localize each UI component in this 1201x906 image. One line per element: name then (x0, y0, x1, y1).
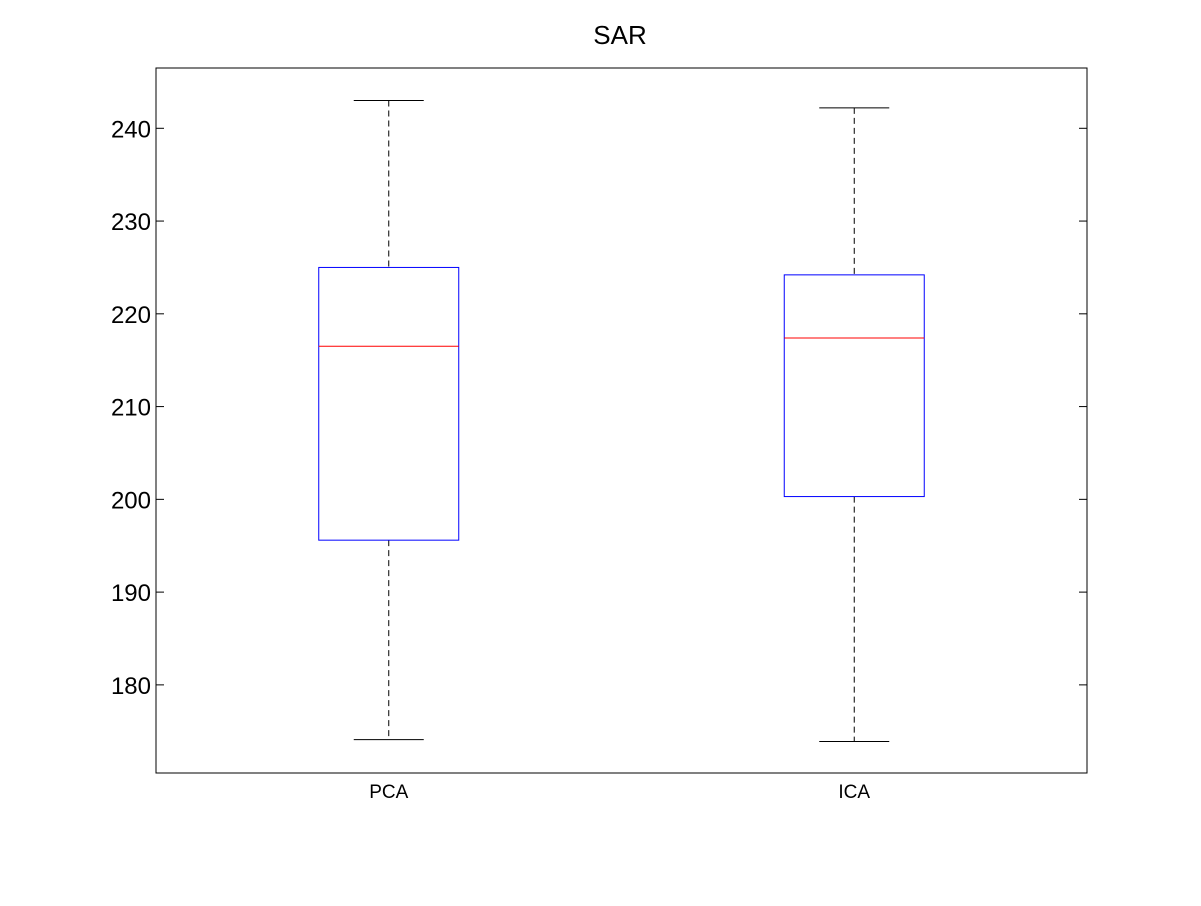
y-tick-label: 200 (111, 487, 151, 514)
y-tick-label: 220 (111, 302, 151, 329)
y-axis: 180 190 200 210 220 230 240 (111, 116, 1087, 700)
boxes-layer (318, 99, 925, 742)
box-pca (318, 99, 460, 741)
box-ica (783, 107, 925, 742)
y-tick-label: 180 (111, 673, 151, 700)
x-axis: PCA ICA (369, 782, 870, 803)
iqr-box (783, 274, 925, 498)
x-tick-label: ICA (838, 782, 870, 803)
y-tick-label: 210 (111, 395, 151, 422)
axes-frame (155, 67, 1088, 774)
iqr-box (318, 266, 460, 541)
chart-title: SAR (593, 20, 646, 50)
y-tick-label: 230 (111, 209, 151, 236)
y-tick-label: 190 (111, 580, 151, 607)
y-tick-label: 240 (111, 116, 151, 143)
x-tick-label: PCA (369, 782, 408, 803)
